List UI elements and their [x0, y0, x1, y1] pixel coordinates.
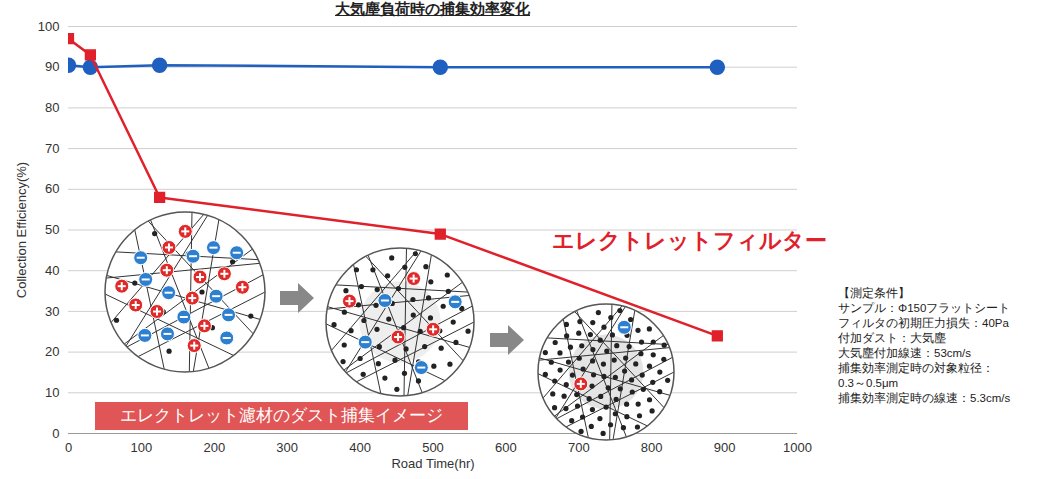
svg-text:70: 70: [45, 141, 59, 156]
html-text:エレクトレットフィルター: エレクトレットフィルター: [552, 228, 827, 253]
html-text:大気塵付加線速：53cm/s: 大気塵付加線速：53cm/s: [838, 347, 972, 359]
svg-text:500: 500: [422, 440, 444, 455]
svg-text:600: 600: [495, 440, 517, 455]
html-text:【測定条件】: 【測定条件】: [838, 287, 910, 299]
svg-text:200: 200: [203, 440, 225, 455]
html-text:大気塵負荷時の捕集効率変化: 大気塵負荷時の捕集効率変化: [335, 0, 530, 17]
svg-text:50: 50: [45, 222, 59, 237]
html-text:エレクトレット濾材のダスト捕集イメージ: エレクトレット濾材のダスト捕集イメージ: [120, 406, 443, 425]
svg-text:800: 800: [641, 440, 663, 455]
svg-text:300: 300: [276, 440, 298, 455]
svg-text:900: 900: [714, 440, 736, 455]
svg-text:0: 0: [65, 440, 72, 455]
html-text:付加ダスト：大気塵: 付加ダスト：大気塵: [838, 332, 946, 344]
html-text:捕集効率測定時の対象粒径：: 捕集効率測定時の対象粒径：: [838, 362, 994, 374]
html-text:フィルタの初期圧力損失：40Pa: フィルタの初期圧力損失：40Pa: [838, 317, 1009, 329]
svg-text:Road Time(hr): Road Time(hr): [391, 456, 474, 471]
html-text:0.3～0.5μm: 0.3～0.5μm: [838, 377, 899, 389]
svg-text:90: 90: [45, 59, 59, 74]
svg-text:30: 30: [45, 304, 59, 319]
svg-text:0: 0: [52, 426, 59, 441]
svg-text:400: 400: [349, 440, 371, 455]
svg-text:60: 60: [45, 181, 59, 196]
svg-text:1000: 1000: [783, 440, 812, 455]
html-text:捕集効率測定時の線速：5.3cm/s: 捕集効率測定時の線速：5.3cm/s: [838, 392, 1011, 404]
svg-text:100: 100: [38, 19, 60, 34]
svg-text:40: 40: [45, 263, 59, 278]
svg-text:700: 700: [568, 440, 590, 455]
svg-text:20: 20: [45, 344, 59, 359]
svg-text:80: 80: [45, 100, 59, 115]
svg-text:10: 10: [45, 385, 59, 400]
svg-text:Collection Efficiency(%): Collection Efficiency(%): [14, 162, 29, 298]
svg-text:100: 100: [131, 440, 153, 455]
html-text:サンプル：Φ150フラットシート: サンプル：Φ150フラットシート: [838, 302, 1011, 314]
